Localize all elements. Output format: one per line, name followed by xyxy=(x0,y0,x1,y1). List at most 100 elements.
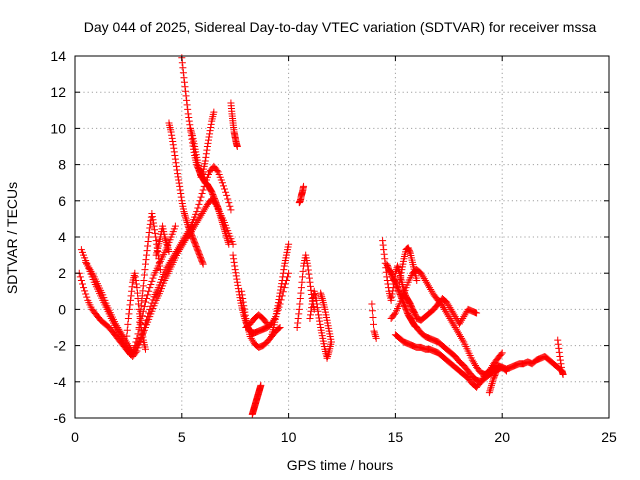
data-point xyxy=(82,258,90,266)
data-point xyxy=(224,238,232,246)
y-tick-label: -6 xyxy=(54,410,67,426)
data-point xyxy=(462,309,470,317)
data-point xyxy=(155,258,163,266)
data-point xyxy=(240,302,248,310)
data-point xyxy=(439,304,447,312)
data-point xyxy=(324,352,332,360)
data-point xyxy=(149,274,157,282)
data-point xyxy=(276,324,284,331)
data-point xyxy=(241,311,249,319)
data-point xyxy=(498,349,506,357)
y-tick-labels: -6 -4 -2 0 2 4 6 8 10 12 14 xyxy=(50,48,66,426)
data-point xyxy=(458,334,466,342)
data-point xyxy=(225,240,233,248)
data-point xyxy=(82,290,90,298)
data-point xyxy=(445,302,453,310)
data-point xyxy=(178,238,186,246)
data-point xyxy=(219,222,227,230)
y-tick-label: 12 xyxy=(50,84,66,100)
data-point xyxy=(180,78,188,86)
data-point xyxy=(222,229,230,237)
data-point xyxy=(183,217,191,225)
data-point xyxy=(556,352,564,360)
data-point xyxy=(168,255,176,263)
x-tick-label: 25 xyxy=(601,429,617,445)
data-point xyxy=(81,287,89,295)
data-point xyxy=(554,336,562,344)
data-point xyxy=(457,318,465,326)
data-point xyxy=(88,269,96,277)
data-point xyxy=(145,228,153,236)
data-point xyxy=(379,241,387,249)
data-point xyxy=(423,280,431,288)
data-point xyxy=(295,310,303,318)
data-point xyxy=(233,278,241,286)
data-point xyxy=(240,305,248,313)
data-point xyxy=(459,314,467,322)
data-point xyxy=(379,237,387,245)
data-point xyxy=(197,211,205,219)
y-tick-label: 8 xyxy=(58,157,66,173)
data-point xyxy=(240,313,248,321)
data-point xyxy=(232,272,240,280)
data-point xyxy=(296,295,304,303)
data-point xyxy=(305,274,313,282)
data-point xyxy=(221,185,229,193)
data-point xyxy=(457,333,465,341)
data-point xyxy=(454,329,462,337)
data-point xyxy=(427,285,435,293)
data-point xyxy=(371,331,379,339)
data-point xyxy=(137,307,145,315)
data-point xyxy=(167,128,175,136)
x-tick-label: 5 xyxy=(178,429,186,445)
data-point xyxy=(207,120,215,128)
data-point xyxy=(175,244,183,252)
data-point xyxy=(223,191,231,199)
data-point xyxy=(371,329,379,337)
data-point xyxy=(166,258,174,266)
data-point xyxy=(173,166,181,174)
data-point xyxy=(180,209,188,217)
x-tick-label: 20 xyxy=(494,429,510,445)
data-point xyxy=(487,383,495,391)
data-point xyxy=(172,162,180,170)
data-point xyxy=(196,197,204,205)
data-point xyxy=(187,126,195,134)
data-point xyxy=(368,300,376,308)
data-point xyxy=(318,295,326,303)
data-point xyxy=(195,215,203,223)
data-point xyxy=(181,83,189,91)
data-point xyxy=(206,130,214,138)
data-point xyxy=(486,385,494,393)
data-point xyxy=(147,281,155,289)
data-point xyxy=(124,320,132,328)
data-point xyxy=(183,101,191,109)
data-point xyxy=(204,139,212,147)
data-point xyxy=(186,124,194,132)
data-point xyxy=(199,186,207,194)
data-point xyxy=(217,215,225,223)
data-point xyxy=(170,144,178,152)
data-point xyxy=(214,204,222,212)
data-point xyxy=(238,291,246,299)
data-point xyxy=(140,276,148,284)
data-point xyxy=(263,320,271,328)
data-point xyxy=(227,206,235,214)
data-point xyxy=(133,334,141,342)
data-point xyxy=(444,311,452,319)
data-point xyxy=(127,296,135,304)
data-point xyxy=(443,298,451,306)
data-point xyxy=(177,190,185,198)
data-point xyxy=(180,235,188,243)
data-point xyxy=(176,186,184,194)
data-point xyxy=(276,289,284,297)
data-point xyxy=(129,349,137,357)
data-point xyxy=(146,224,154,232)
data-point xyxy=(413,276,421,284)
data-point xyxy=(327,338,335,346)
data-point xyxy=(219,182,227,190)
data-point xyxy=(148,213,156,221)
data-point xyxy=(554,340,562,348)
data-point xyxy=(169,253,177,261)
